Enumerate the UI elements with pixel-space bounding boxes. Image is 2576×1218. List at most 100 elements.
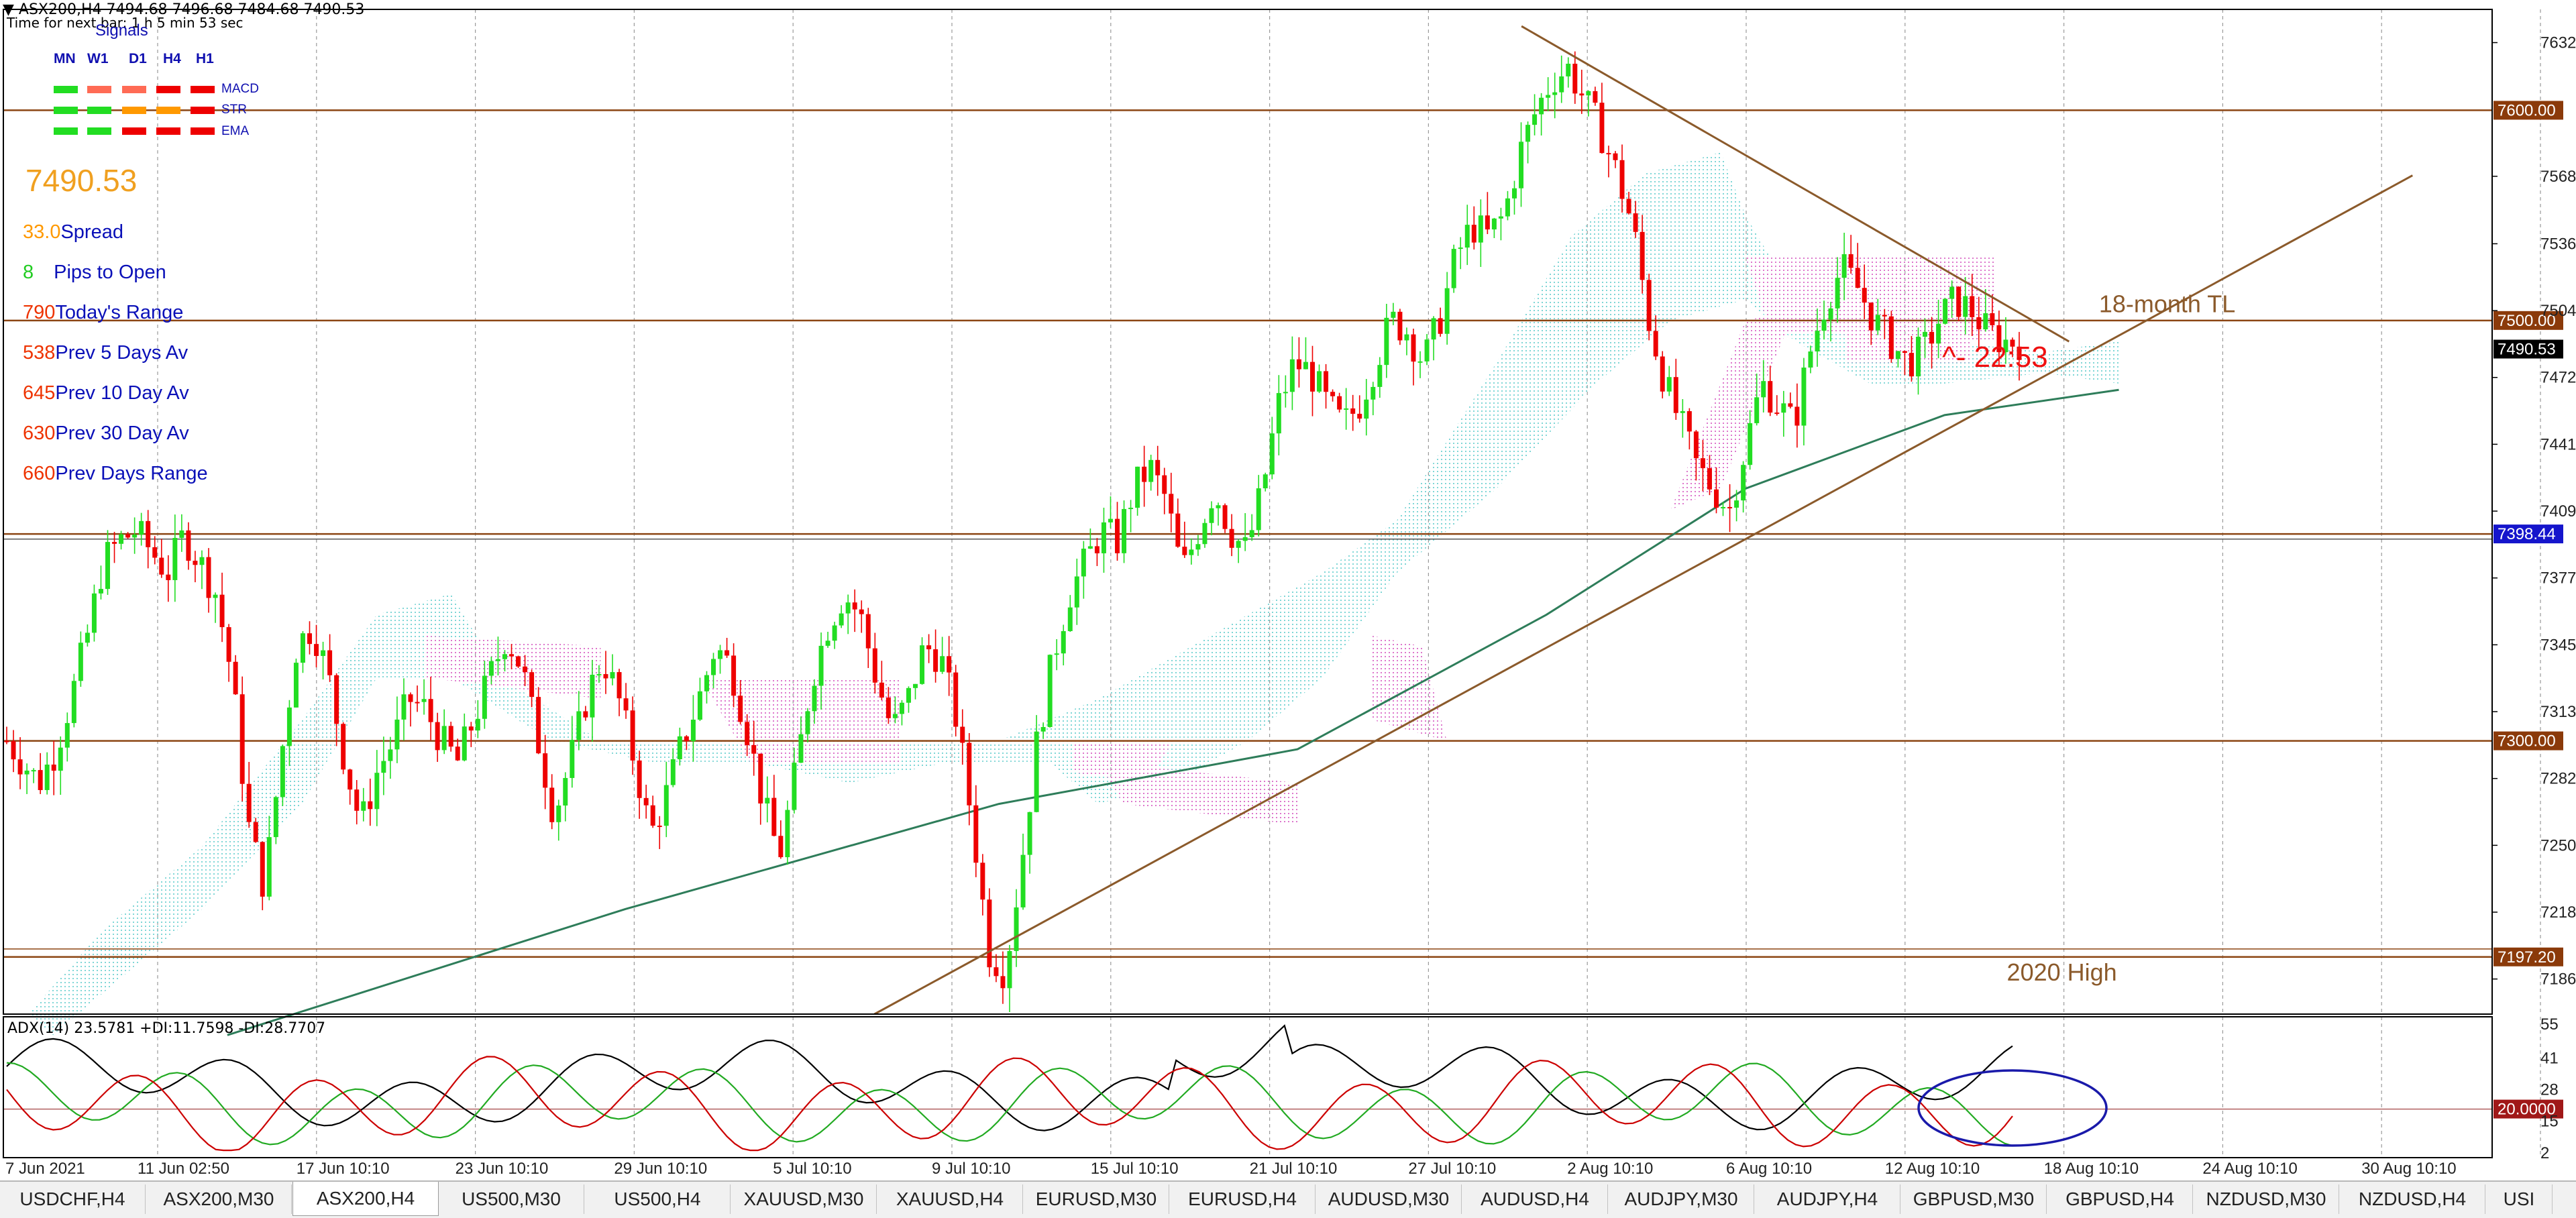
candle-body bbox=[1835, 278, 1840, 309]
candle-body bbox=[684, 736, 689, 742]
candle-body bbox=[825, 641, 830, 646]
candle-body bbox=[132, 535, 138, 538]
chart-tab[interactable]: ASX200,H4 bbox=[292, 1182, 439, 1216]
candle-body bbox=[1666, 377, 1672, 392]
signal-cell bbox=[122, 107, 146, 114]
chart-tab[interactable]: XAUUSD,M30 bbox=[731, 1184, 877, 1214]
info-row-value: 645 bbox=[23, 382, 56, 404]
candle-body bbox=[1949, 286, 1955, 299]
candle-body bbox=[321, 650, 326, 657]
candle-body bbox=[1586, 91, 1591, 96]
ema-path[interactable] bbox=[227, 388, 2119, 1036]
chart-canvas[interactable]: 7600.00 7500.00 7398.44 7300.00 7197.20 7490.… bbox=[0, 0, 2576, 1180]
chart-tab[interactable]: AUDUSD,H4 bbox=[1462, 1184, 1608, 1214]
candle-body bbox=[488, 661, 494, 676]
candle-body bbox=[260, 842, 265, 897]
info-row-label: Prev 30 Day Av bbox=[55, 423, 189, 444]
tf-h1: H1 bbox=[196, 51, 214, 66]
candle-body bbox=[1593, 91, 1598, 103]
chart-tab[interactable]: GBPUSD,M30 bbox=[1901, 1184, 2047, 1214]
candle-body bbox=[1034, 731, 1039, 812]
x-tick-label: 17 Jun 10:10 bbox=[297, 1160, 390, 1178]
kumo-bullish bbox=[28, 152, 2119, 1036]
candle-body bbox=[1195, 544, 1201, 550]
candle-body bbox=[630, 710, 635, 761]
candle-body bbox=[1983, 313, 1988, 330]
candle-body bbox=[1505, 198, 1510, 217]
candle-body bbox=[112, 542, 117, 544]
chart-tab[interactable]: AUDUSD,M30 bbox=[1316, 1184, 1462, 1214]
candle-body bbox=[354, 789, 360, 811]
candle-body bbox=[388, 749, 393, 761]
candle-body bbox=[125, 534, 131, 538]
x-tick-label: 29 Jun 10:10 bbox=[614, 1160, 707, 1178]
candle-body bbox=[745, 722, 750, 745]
candle-body bbox=[341, 724, 346, 770]
candle-body bbox=[509, 654, 515, 657]
candle-body bbox=[1404, 334, 1409, 341]
signal-cell bbox=[87, 107, 111, 114]
chart-tab[interactable]: US500,M30 bbox=[439, 1184, 584, 1214]
candle-body bbox=[1808, 351, 1813, 368]
candle-body bbox=[536, 697, 541, 754]
candle-body bbox=[1646, 280, 1652, 331]
chevron-down-icon[interactable]: ▼ bbox=[3, 1, 14, 18]
chart-annotations: 18-month TL 2020 High ^- 22:53 bbox=[1942, 290, 2235, 986]
candle-body bbox=[590, 675, 595, 718]
candle-body bbox=[839, 613, 844, 626]
candle-body bbox=[1142, 466, 1147, 482]
price-level-label: 7600.00 bbox=[2498, 101, 2556, 119]
chart-tab[interactable]: XAUUSD,H4 bbox=[877, 1184, 1023, 1214]
candle-body bbox=[663, 785, 669, 826]
chart-tab[interactable]: USI bbox=[2486, 1184, 2553, 1214]
chart-tab[interactable]: US500,H4 bbox=[585, 1184, 731, 1214]
candle-body bbox=[1619, 160, 1625, 199]
candle-body bbox=[381, 761, 386, 773]
x-tick-label: 18 Aug 10:10 bbox=[2044, 1160, 2139, 1178]
trendlines[interactable] bbox=[873, 25, 2413, 1015]
candle-body bbox=[1317, 371, 1322, 392]
chart-tab[interactable]: EURUSD,M30 bbox=[1024, 1184, 1169, 1214]
adx-y-tick-label: 41 bbox=[2540, 1050, 2559, 1068]
candle-body bbox=[724, 650, 730, 656]
chart-tab[interactable]: ASX200,M30 bbox=[146, 1184, 292, 1214]
kumo-bearish bbox=[1098, 761, 1298, 825]
candle-body bbox=[172, 537, 178, 580]
candle-body bbox=[805, 711, 810, 734]
candle-body bbox=[1915, 337, 1921, 377]
candle-body bbox=[704, 675, 709, 691]
trendline-ascending[interactable] bbox=[873, 174, 2413, 1015]
chart-tab[interactable]: AUDJPY,H4 bbox=[1755, 1184, 1900, 1214]
candle-body bbox=[334, 675, 339, 724]
chart-tab[interactable]: USDCHF,H4 bbox=[0, 1184, 146, 1214]
candle-body bbox=[987, 899, 992, 968]
candle-body bbox=[1498, 216, 1503, 219]
candle-body bbox=[347, 769, 353, 790]
chart-tab[interactable]: NZDUSD,M30 bbox=[2194, 1184, 2339, 1214]
candle-body bbox=[1344, 408, 1349, 410]
candle-body bbox=[368, 801, 373, 810]
chart-tab[interactable]: NZDUSD,H4 bbox=[2340, 1184, 2485, 1214]
candle-body bbox=[1067, 607, 1073, 631]
chart-tab[interactable]: AUDJPY,M30 bbox=[1609, 1184, 1754, 1214]
price-level-label: 7500.00 bbox=[2498, 312, 2556, 330]
candle-body bbox=[1371, 386, 1376, 400]
adx-series-minus-DI bbox=[6, 1056, 2013, 1152]
candle-body bbox=[219, 594, 225, 628]
trendline-descending[interactable] bbox=[1521, 25, 2070, 343]
candle-body bbox=[1263, 474, 1268, 489]
chart-tab[interactable]: EURUSD,H4 bbox=[1170, 1184, 1316, 1214]
candle-body bbox=[1768, 381, 1773, 413]
x-tick-label: 21 Jul 10:10 bbox=[1250, 1160, 1338, 1178]
info-row: 790Today's Range bbox=[23, 302, 183, 324]
candle-body bbox=[1485, 215, 1490, 230]
candle-body bbox=[1815, 331, 1820, 351]
candle-body bbox=[91, 593, 97, 633]
ema-line bbox=[227, 388, 2119, 1036]
candle-body bbox=[556, 806, 561, 822]
signal-cell bbox=[87, 86, 111, 93]
candle-body bbox=[516, 656, 521, 667]
candle-body bbox=[657, 826, 662, 828]
candle-body bbox=[711, 659, 716, 675]
chart-tab[interactable]: GBPUSD,H4 bbox=[2047, 1184, 2193, 1214]
